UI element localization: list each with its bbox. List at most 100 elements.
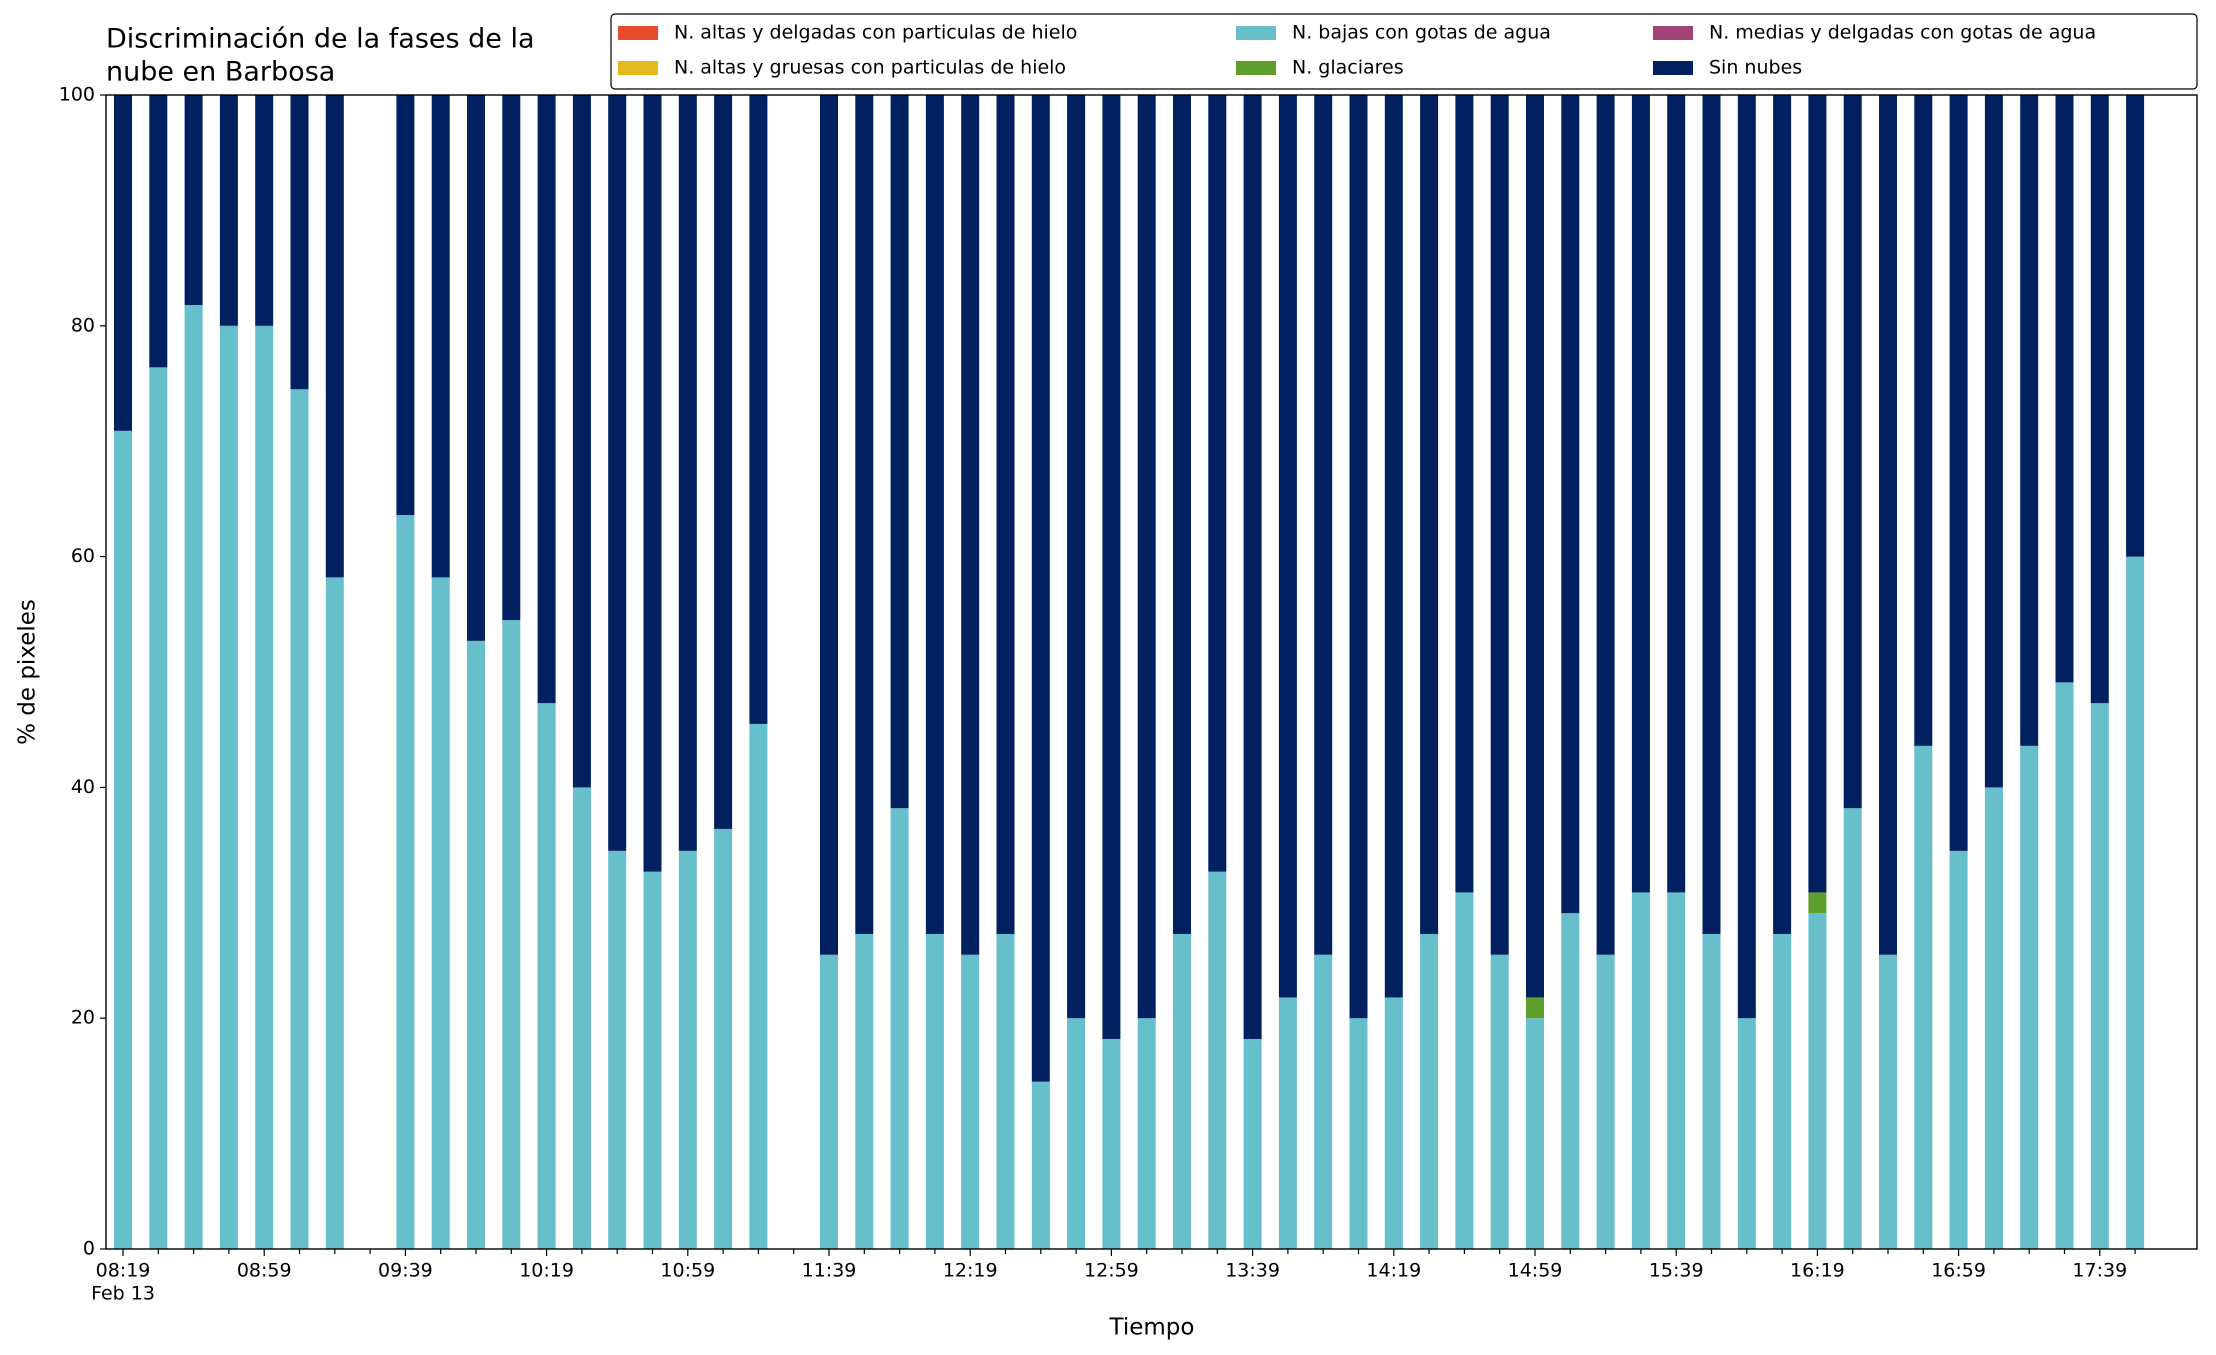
legend-swatch — [1236, 26, 1276, 40]
bar-segment — [1102, 95, 1121, 1039]
x-tick-label: 11:39 — [802, 1260, 857, 1282]
bar-segment — [2020, 95, 2039, 746]
x-tick-label: 16:59 — [1931, 1260, 1986, 1282]
bar-segment — [1702, 933, 1721, 1249]
legend-swatch — [1236, 61, 1276, 75]
bar-segment — [749, 723, 768, 1249]
legend-label: Sin nubes — [1709, 57, 1802, 79]
bar-segment — [1808, 913, 1827, 1249]
bar-segment — [1526, 1018, 1544, 1249]
bar-segment — [1949, 95, 1968, 851]
bar-segment — [1561, 913, 1580, 1249]
y-tick-label: 40 — [71, 776, 95, 798]
chart-title: nube en Barbosa — [106, 57, 335, 88]
bar-segment — [1737, 95, 1756, 1019]
bar-segment — [149, 367, 168, 1249]
bar-segment — [1173, 95, 1191, 934]
bar-segment — [1243, 1038, 1262, 1249]
legend-swatch — [618, 61, 658, 75]
y-tick-label: 60 — [71, 545, 95, 567]
bar-segment — [1631, 892, 1650, 1249]
bar-segment — [149, 95, 168, 368]
y-tick-label: 20 — [71, 1007, 95, 1029]
bar-segment — [431, 577, 450, 1249]
bar-segment — [1561, 95, 1580, 914]
bar-segment — [290, 389, 309, 1249]
bar-segment — [1526, 95, 1544, 998]
bar-segment — [572, 787, 591, 1249]
bar-segment — [961, 954, 980, 1249]
bar-segment — [1349, 1018, 1368, 1249]
legend-swatch — [618, 26, 658, 40]
bar-segment — [820, 95, 838, 955]
bar-segment — [1278, 95, 1297, 998]
bar-segment — [184, 95, 203, 306]
bar-segment — [1067, 95, 1086, 1019]
bar-segment — [1208, 95, 1227, 872]
x-tick-label: 10:59 — [660, 1260, 715, 1282]
legend-box — [610, 13, 2198, 90]
bar-segment — [608, 850, 627, 1249]
bar-segment — [1949, 850, 1968, 1249]
bar-segment — [325, 577, 344, 1249]
bar-segment — [714, 95, 733, 829]
bar-segment — [1490, 954, 1509, 1249]
bar-segment — [1667, 892, 1686, 1249]
bar-segment — [2126, 95, 2145, 557]
bar-segment — [1208, 871, 1227, 1249]
legend-label: N. altas y delgadas con particulas de hi… — [674, 22, 1077, 44]
bar-segment — [1879, 95, 1897, 955]
x-tick-label: 15:39 — [1649, 1260, 1704, 1282]
bar-segment — [290, 95, 309, 390]
bar-segment — [1914, 745, 1933, 1249]
bar-segment — [678, 850, 697, 1249]
bar-segment — [1137, 95, 1156, 1019]
x-tick-label: 08:59 — [237, 1260, 292, 1282]
bar-segment — [1914, 95, 1933, 746]
bar-segment — [1455, 95, 1474, 893]
bar-segment — [396, 95, 415, 516]
bar-segment — [1384, 997, 1403, 1249]
bar-segment — [1879, 954, 1897, 1249]
bar-segment — [1314, 95, 1333, 955]
bar-segment — [1067, 1018, 1086, 1249]
bar-segment — [1243, 95, 1262, 1039]
x-date-label: Feb 13 — [91, 1283, 155, 1305]
bar-segment — [2020, 745, 2039, 1249]
bar-segment — [1314, 954, 1333, 1249]
bar-segment — [1455, 892, 1474, 1249]
bar-segment — [996, 95, 1015, 934]
bar-segment — [325, 95, 344, 578]
bar-segment — [1773, 95, 1792, 934]
bar-segment — [537, 95, 556, 704]
bar-segment — [855, 933, 874, 1249]
y-axis-label: % de pixeles — [15, 599, 41, 745]
bar-segment — [537, 703, 556, 1249]
bar-segment — [1173, 933, 1191, 1249]
bar-segment — [1984, 787, 2003, 1249]
bar-segment — [1490, 95, 1509, 955]
bar-segment — [1420, 933, 1439, 1249]
bar-segment — [855, 95, 874, 934]
x-tick-label: 12:19 — [943, 1260, 998, 1282]
x-tick-label: 09:39 — [378, 1260, 433, 1282]
bar-segment — [184, 305, 203, 1249]
bar-segment — [643, 871, 662, 1249]
bar-segment — [255, 325, 274, 1249]
y-tick-label: 0 — [83, 1238, 95, 1260]
bar-segment — [219, 325, 238, 1249]
bar-segment — [2055, 95, 2074, 683]
bar-segment — [1102, 1038, 1121, 1249]
bar-segment — [1384, 95, 1403, 998]
x-tick-label: 13:39 — [1225, 1260, 1280, 1282]
bar-segment — [1420, 95, 1439, 934]
legend-swatch — [1653, 26, 1693, 40]
bar-segment — [890, 95, 909, 809]
bar-segment — [925, 95, 944, 934]
y-tick-label: 100 — [59, 84, 95, 106]
bar-segment — [1596, 954, 1615, 1249]
bar-segment — [1631, 95, 1650, 893]
bar-segment — [961, 95, 980, 955]
bar-segment — [255, 95, 274, 326]
